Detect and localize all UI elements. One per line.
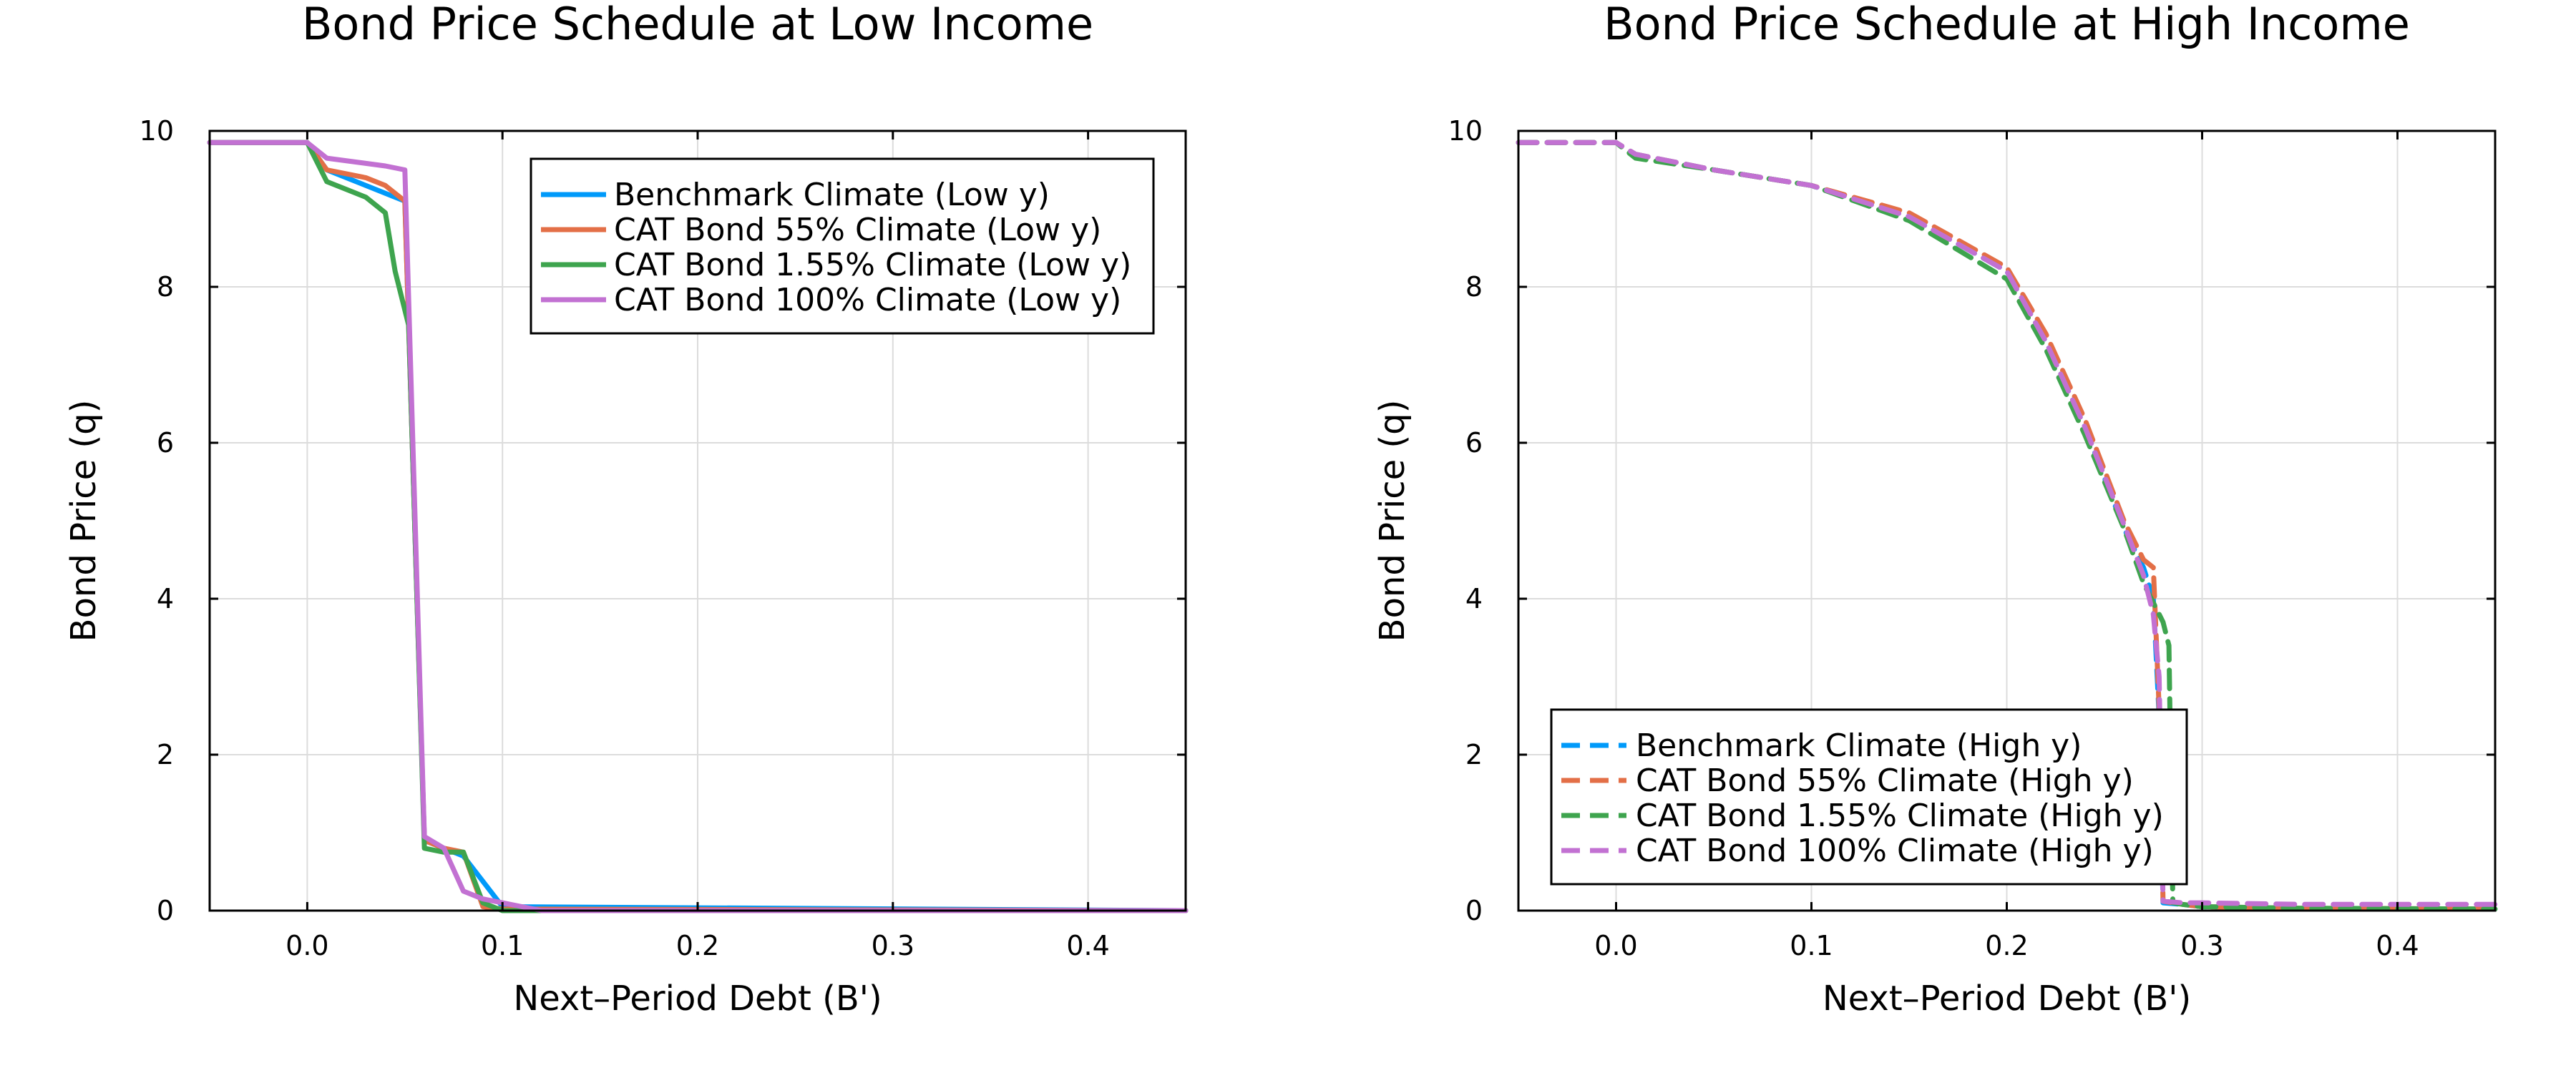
legend-box bbox=[530, 157, 1155, 335]
y-tick-label: 10 bbox=[1448, 115, 1483, 147]
x-tick-label: 0.0 bbox=[1594, 930, 1637, 961]
y-tick-label: 6 bbox=[157, 427, 174, 459]
x-tick-label: 0.1 bbox=[1790, 930, 1833, 961]
y-tick-label: 4 bbox=[1465, 583, 1483, 614]
series-line-3 bbox=[207, 139, 1189, 913]
legend-label-2: CAT Bond 55% Climate (High y) bbox=[1636, 763, 2134, 799]
y-tick-label: 0 bbox=[157, 895, 174, 926]
x-tick-label: 0.0 bbox=[286, 930, 328, 961]
y-tick-label: 10 bbox=[140, 115, 174, 147]
legend-box bbox=[1550, 708, 2188, 886]
y-tick-label: 2 bbox=[1465, 739, 1483, 770]
series-line-4 bbox=[1516, 139, 2498, 907]
x-axis-label: Next–Period Debt (B') bbox=[1823, 979, 2191, 1019]
x-tick-label: 0.2 bbox=[1985, 930, 2028, 961]
legend-label-4: CAT Bond 100% Climate (High y) bbox=[1636, 833, 2154, 869]
legend-label-3: CAT Bond 1.55% Climate (High y) bbox=[1636, 798, 2164, 834]
legend: Benchmark Climate (Low y)CAT Bond 55% Cl… bbox=[530, 157, 1155, 335]
x-tick-label: 0.4 bbox=[2376, 930, 2419, 961]
y-tick-label: 6 bbox=[1465, 427, 1483, 459]
legend: Benchmark Climate (High y)CAT Bond 55% C… bbox=[1550, 708, 2188, 886]
legend-label-4: CAT Bond 100% Climate (Low y) bbox=[614, 282, 1121, 318]
legend-label-1: Benchmark Climate (Low y) bbox=[614, 177, 1050, 213]
legend-label-1: Benchmark Climate (High y) bbox=[1636, 727, 2082, 764]
chart-title: Bond Price Schedule at High Income bbox=[1604, 0, 2410, 50]
series-line-4 bbox=[207, 139, 1189, 913]
y-axis-label: Bond Price (q) bbox=[64, 400, 104, 642]
legend-label-3: CAT Bond 1.55% Climate (Low y) bbox=[614, 247, 1131, 283]
x-tick-label: 0.1 bbox=[481, 930, 524, 961]
chart-panel-1: 0.0 0.1 0.2 0.3 0.4 0 2 4 6 8 10 Bond Price Schedul… bbox=[64, 0, 1189, 1019]
legend-label-2: CAT Bond 55% Climate (Low y) bbox=[614, 212, 1101, 248]
y-tick-label: 0 bbox=[1465, 895, 1483, 926]
y-axis-label: Bond Price (q) bbox=[1372, 400, 1413, 642]
x-tick-label: 0.4 bbox=[1066, 930, 1109, 961]
x-tick-label: 0.2 bbox=[676, 930, 719, 961]
x-axis-label: Next–Period Debt (B') bbox=[513, 979, 882, 1019]
y-tick-label: 4 bbox=[157, 583, 174, 614]
y-tick-label: 2 bbox=[157, 739, 174, 770]
chart-title: Bond Price Schedule at Low Income bbox=[302, 0, 1093, 50]
x-tick-label: 0.3 bbox=[872, 930, 914, 961]
y-tick-label: 8 bbox=[157, 271, 174, 303]
y-tick-label: 8 bbox=[1465, 271, 1483, 303]
x-tick-label: 0.3 bbox=[2180, 930, 2223, 961]
chart-panel-2: 0.0 0.1 0.2 0.3 0.4 0 2 4 6 8 10 Bond Price Schedul… bbox=[1372, 0, 2498, 1019]
